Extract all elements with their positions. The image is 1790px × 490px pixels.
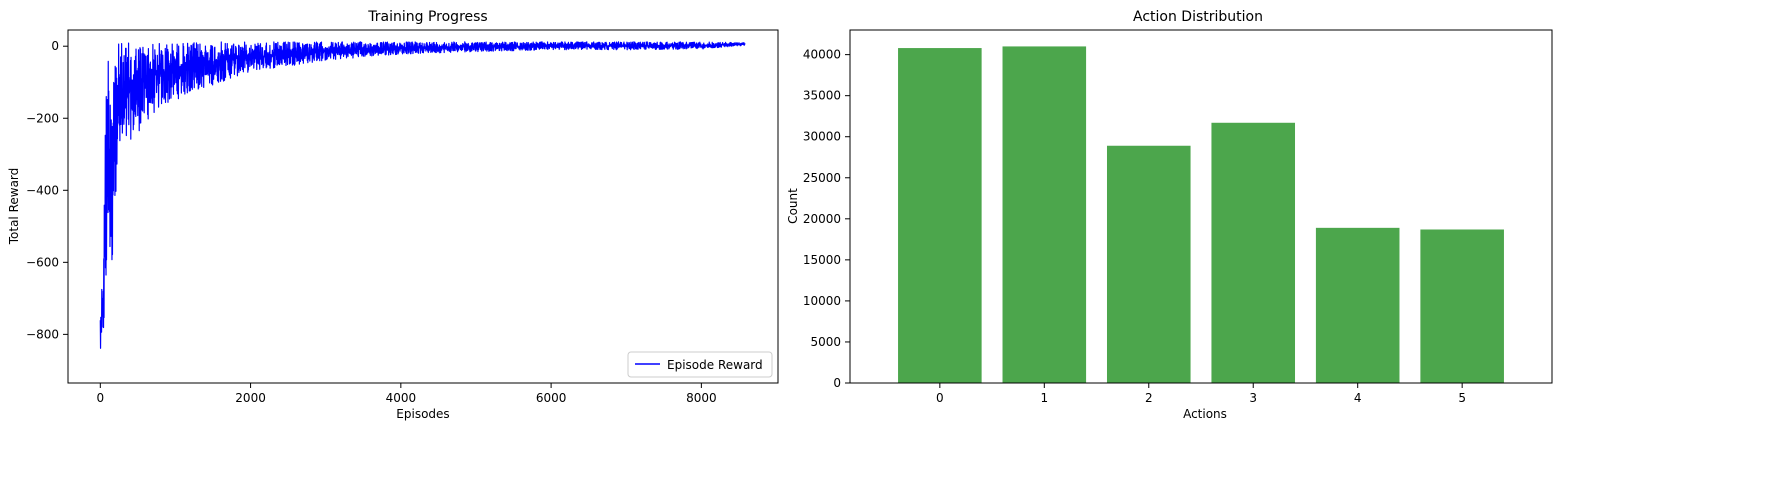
y-tick-label: −400: [26, 183, 59, 197]
x-tick-label: 5: [1458, 391, 1466, 405]
bar-action-1: [1002, 46, 1087, 384]
bar-action-4: [1315, 227, 1400, 383]
x-tick-label: 6000: [536, 391, 567, 405]
action-distribution-ticks: 0 1 2 3 4 5 0 5000 10000 15000 20000 25000 30000 3500…: [803, 48, 1466, 405]
episode-reward-noisy-trace: [99, 41, 746, 349]
action-distribution-bars: [898, 46, 1504, 384]
y-tick-label: −200: [26, 111, 59, 125]
y-tick-label: 25000: [803, 171, 841, 185]
y-tick-label: −800: [26, 327, 59, 341]
y-tick-label: 40000: [803, 48, 841, 62]
y-tick-label: 30000: [803, 130, 841, 144]
x-tick-label: 8000: [686, 391, 717, 405]
legend-label-episode-reward: Episode Reward: [667, 358, 763, 372]
legend: Episode Reward: [627, 351, 773, 378]
action-distribution-plot-frame: [849, 29, 1553, 384]
bar-action-2: [1106, 145, 1191, 383]
y-tick-label: 35000: [803, 89, 841, 103]
x-tick-label: 3: [1249, 391, 1257, 405]
x-tick-label: 4000: [386, 391, 417, 405]
x-tick-label: 2: [1145, 391, 1153, 405]
training-progress-data: [99, 41, 746, 349]
action-distribution-title: Action Distribution: [1133, 9, 1263, 25]
x-tick-label: 0: [936, 391, 944, 405]
training-progress-xlabel: Episodes: [396, 407, 449, 421]
y-tick-label: 0: [51, 39, 59, 53]
y-tick-label: 20000: [803, 212, 841, 226]
x-tick-label: 4: [1354, 391, 1362, 405]
x-tick-label: 0: [96, 391, 104, 405]
y-tick-label: −600: [26, 255, 59, 269]
training-progress-chart: Training Progress 0 2000 4000 6000 8000 −800 −…: [7, 9, 779, 421]
legend-frame: [627, 351, 773, 378]
x-tick-label: 2000: [235, 391, 266, 405]
y-tick-label: 5000: [810, 335, 841, 349]
action-distribution-ylabel: Count: [786, 188, 800, 224]
bar-action-3: [1211, 122, 1296, 384]
training-progress-ticks: 0 2000 4000 6000 8000 −800 −600 −400 −200 0: [26, 39, 717, 405]
y-tick-label: 0: [833, 376, 841, 390]
action-distribution-xlabel: Actions: [1183, 407, 1227, 421]
action-distribution-chart: Action Distribution 0 1 2 3 4 5 0 5000 10000 1500…: [786, 9, 1553, 421]
y-tick-label: 15000: [803, 253, 841, 267]
training-progress-title: Training Progress: [367, 9, 487, 25]
y-tick-label: 10000: [803, 294, 841, 308]
training-progress-ylabel: Total Reward: [7, 168, 21, 246]
bar-action-5: [1420, 229, 1504, 383]
bar-action-0: [898, 48, 982, 384]
x-tick-label: 1: [1040, 391, 1048, 405]
training-progress-plot-frame: [67, 29, 779, 384]
